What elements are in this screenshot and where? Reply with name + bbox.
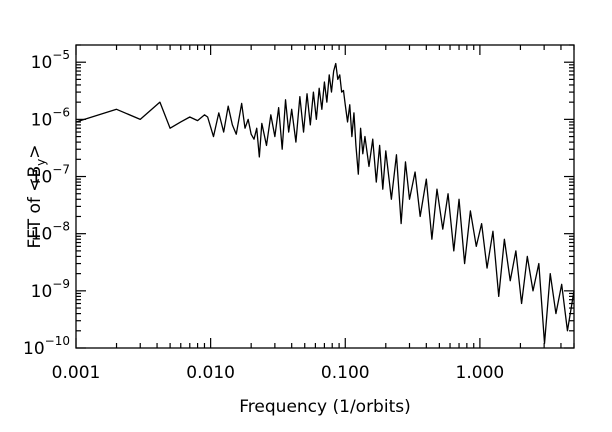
y-tick-label: 10−10 [23,334,70,359]
y-tick-label: 10−5 [31,48,70,73]
x-tick-label: 1.000 [456,363,505,383]
x-tick-label: 0.100 [321,363,370,383]
y-tick-label: 10−6 [31,105,70,130]
tick-labels-layer: 0.001 0.010 0.100 1.000 10−10 10−9 10−8 10−7 10−… [23,48,504,383]
ticks-layer [75,44,575,349]
y-axis-label-subscript: y [34,159,48,166]
plot-frame [75,44,575,349]
y-tick-label: 10−7 [31,163,70,188]
y-tick-label: 10−9 [31,277,70,302]
y-tick-label: 10−8 [31,220,70,245]
x-tick-label: 0.010 [186,363,235,383]
y-axis-label: FFT of <By> [25,144,48,248]
x-tick-label: 0.001 [52,363,101,383]
series-layer [75,62,575,345]
y-axis-label-suffix: > [25,144,45,158]
series-line-0 [75,62,575,345]
x-axis-label: Frequency (1/orbits) [239,397,410,417]
y-axis-label-prefix: FFT of <B [25,166,45,249]
